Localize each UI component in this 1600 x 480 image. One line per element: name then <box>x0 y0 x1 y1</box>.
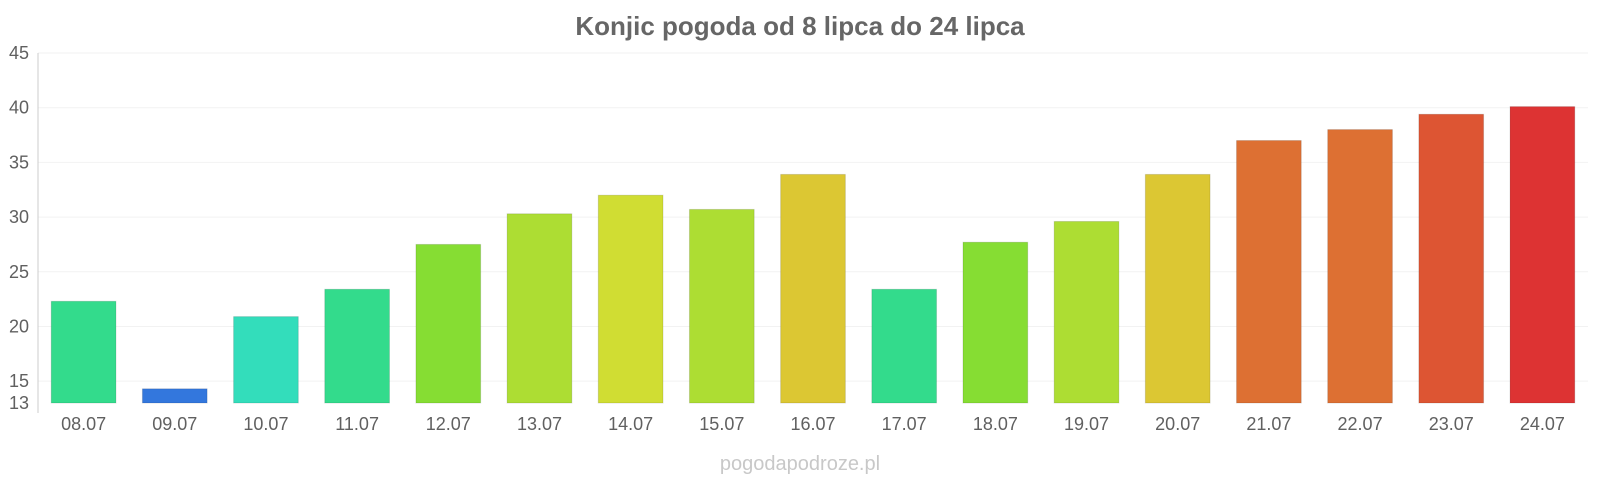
bar-12.07 <box>415 243 482 404</box>
x-tick-label: 16.07 <box>790 414 835 434</box>
bar-08.07 <box>50 300 117 404</box>
y-tick-label: 45 <box>9 43 29 63</box>
bar-13.07 <box>506 213 573 404</box>
bar-18.07 <box>962 241 1029 404</box>
x-tick-label: 18.07 <box>973 414 1018 434</box>
x-tick-label: 09.07 <box>152 414 197 434</box>
bar-11.07 <box>324 288 390 404</box>
bar-23.07 <box>1418 113 1485 404</box>
x-tick-label: 08.07 <box>61 414 106 434</box>
x-axis-ticks: 08.07 09.07 10.07 11.07 12.07 13.07 14.07 15.07… <box>61 414 1565 434</box>
x-tick-label: 17.07 <box>882 414 927 434</box>
x-tick-label: 20.07 <box>1155 414 1200 434</box>
watermark-text: pogodapodroze.pl <box>720 453 880 475</box>
bar-24.07 <box>1509 106 1576 404</box>
x-tick-label: 12.07 <box>426 414 471 434</box>
y-tick-label: 20 <box>9 316 29 336</box>
x-tick-label: 21.07 <box>1246 414 1291 434</box>
x-tick-label: 14.07 <box>608 414 653 434</box>
bar-17.07 <box>871 288 938 404</box>
bars <box>50 106 1576 404</box>
bar-19.07 <box>1053 220 1120 404</box>
y-tick-label: 30 <box>9 207 29 227</box>
x-tick-label: 15.07 <box>699 414 744 434</box>
bar-15.07 <box>688 208 755 404</box>
y-tick-label: 40 <box>9 98 29 118</box>
y-tick-label: 13 <box>9 393 29 413</box>
x-tick-label: 10.07 <box>243 414 288 434</box>
bar-14.07 <box>597 194 664 404</box>
y-tick-label: 15 <box>9 371 29 391</box>
x-tick-label: 23.07 <box>1429 414 1474 434</box>
x-tick-label: 22.07 <box>1338 414 1383 434</box>
y-tick-label: 25 <box>9 262 29 282</box>
bar-16.07 <box>780 173 846 404</box>
bar-22.07 <box>1327 129 1393 404</box>
bar-21.07 <box>1236 140 1302 404</box>
x-tick-label: 11.07 <box>335 414 379 434</box>
chart-title: Konjic pogoda od 8 lipca do 24 lipca <box>575 11 1025 41</box>
bar-09.07 <box>141 388 208 404</box>
x-tick-label: 24.07 <box>1520 414 1565 434</box>
bar-20.07 <box>1144 173 1211 404</box>
x-tick-label: 19.07 <box>1064 414 1109 434</box>
y-tick-label: 35 <box>9 152 29 172</box>
bar-10.07 <box>233 316 299 404</box>
x-tick-label: 13.07 <box>517 414 562 434</box>
